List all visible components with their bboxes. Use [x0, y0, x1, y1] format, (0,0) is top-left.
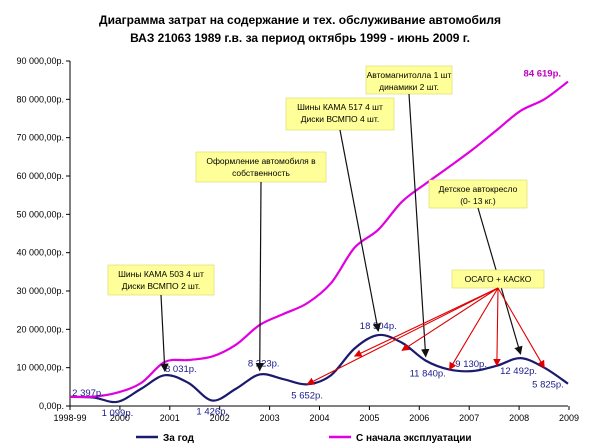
annotation-arrow — [255, 181, 264, 372]
data-label: 2 397р. — [72, 388, 104, 399]
annotation-text: ОСАГО + КАСКО — [465, 274, 532, 284]
x-tick-label: 2009 — [559, 413, 579, 423]
data-label: 9 130р. — [455, 359, 487, 370]
annotation: Шины КАМА 503 4 шт Диски ВСМПО 2 шт. — [107, 264, 215, 373]
annotation-arrow-red — [353, 287, 499, 357]
annotation-box — [107, 264, 215, 296]
data-label: 5 652р. — [291, 390, 323, 401]
annotation: Оформление автомобиля в собственность — [195, 151, 327, 372]
annotation-arrow — [339, 129, 381, 332]
annotation-box — [365, 65, 453, 95]
y-tick-label: 30 000,00р. — [16, 286, 64, 296]
y-tick-label: 70 000,00р. — [16, 133, 64, 143]
annotation-arrow-red — [401, 287, 499, 351]
series-line-s-nachala — [69, 80, 569, 399]
x-tick-label: 2008 — [509, 413, 529, 423]
x-tick-label: 2002 — [210, 413, 230, 423]
annotation-text: Шины КАМА 503 4 шт — [118, 269, 204, 279]
chart-title-line1: Диаграмма затрат на содержание и тех. об… — [99, 13, 501, 27]
annotation-text: собственность — [232, 168, 290, 178]
axes: 0,00р. 10 000,00р. 20 000,00р. 30 000,00р. 4… — [16, 56, 579, 423]
y-tick-label: 60 000,00р. — [16, 171, 64, 181]
annotation-arrow-red — [497, 287, 545, 369]
annotation-arrow — [408, 93, 430, 358]
x-tick-label: 2003 — [260, 413, 280, 423]
annotation: Шины КАМА 517 4 шт Диски ВСМПО 4 шт. — [285, 97, 395, 332]
annotation: ОСАГО + КАСКО — [306, 269, 545, 385]
x-tick-label: 1998-99 — [53, 413, 86, 423]
annotation-box — [285, 97, 395, 131]
annotation-text: динамики 2 шт. — [379, 82, 439, 92]
annotation-text: Автомагнитолла 1 шт — [367, 70, 452, 80]
annotation-arrow-red — [493, 287, 501, 367]
y-tick-label: 90 000,00р. — [16, 56, 64, 66]
x-tick-label: 2007 — [459, 413, 479, 423]
annotation-arrow-red — [306, 287, 499, 385]
y-tick-label: 80 000,00р. — [16, 94, 64, 104]
legend: За год С начала эксплуатации — [136, 433, 472, 444]
annotation: Автомагнитолла 1 шт динамики 2 шт. — [365, 65, 453, 358]
annotation-box — [195, 151, 327, 183]
data-label: 84 619р. — [524, 69, 562, 80]
data-label: 11 840р. — [410, 369, 446, 380]
x-tick-label: 2001 — [160, 413, 180, 423]
y-tick-label: 0,00р. — [39, 401, 64, 411]
annotation-box — [428, 179, 528, 209]
legend-label: С начала эксплуатации — [356, 433, 472, 444]
chart-title-line2: ВАЗ 21063 1989 г.в. за период октябрь 19… — [130, 31, 470, 45]
data-label: 8 223р. — [248, 358, 280, 369]
x-tick-label: 2000 — [110, 413, 130, 423]
x-tick-label: 2006 — [409, 413, 429, 423]
annotation-arrow-red — [448, 287, 499, 371]
annotation-text: Оформление автомобиля в — [206, 156, 316, 166]
series-line-za-god — [69, 333, 569, 404]
annotation-text: (0- 13 кг.) — [460, 196, 496, 206]
x-tick-label: 2004 — [309, 413, 329, 423]
y-tick-label: 20 000,00р. — [16, 324, 64, 334]
annotation-text: Шины КАМА 517 4 шт — [297, 102, 383, 112]
data-label: 1 099р. — [102, 408, 134, 419]
annotation-text: Диски ВСМПО 2 шт. — [122, 281, 200, 291]
data-label: 1 426р. — [196, 407, 228, 418]
data-label: 8 031р. — [165, 364, 197, 375]
y-tick-label: 10 000,00р. — [16, 363, 64, 373]
annotation-arrow — [160, 294, 169, 373]
annotation-text: Диски ВСМПО 4 шт. — [301, 114, 379, 124]
data-label: 12 492р. — [500, 366, 537, 377]
y-tick-label: 50 000,00р. — [16, 209, 64, 219]
series-layer — [69, 80, 569, 404]
annotation-text: Детское автокресло — [439, 184, 518, 194]
annotation: Детское автокресло (0- 13 кг.) — [428, 179, 528, 355]
legend-label: За год — [163, 433, 195, 444]
data-label: 5 825р. — [532, 380, 564, 391]
x-tick-label: 2005 — [359, 413, 379, 423]
y-tick-label: 40 000,00р. — [16, 248, 64, 258]
